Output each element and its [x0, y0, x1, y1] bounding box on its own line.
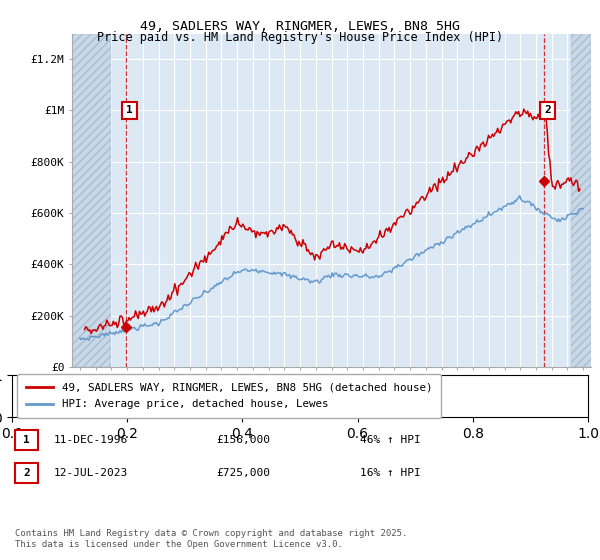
- Text: 2: 2: [23, 468, 30, 478]
- Text: 11-DEC-1996: 11-DEC-1996: [54, 435, 128, 445]
- Bar: [571, 34, 591, 367]
- Bar: [72, 34, 112, 367]
- Text: £725,000: £725,000: [216, 468, 270, 478]
- Text: 16% ↑ HPI: 16% ↑ HPI: [360, 468, 421, 478]
- Text: 1: 1: [23, 435, 30, 445]
- Text: 2: 2: [544, 105, 551, 115]
- Text: £156,000: £156,000: [216, 435, 270, 445]
- Text: 12-JUL-2023: 12-JUL-2023: [54, 468, 128, 478]
- Text: 46% ↑ HPI: 46% ↑ HPI: [360, 435, 421, 445]
- Text: 49, SADLERS WAY, RINGMER, LEWES, BN8 5HG: 49, SADLERS WAY, RINGMER, LEWES, BN8 5HG: [140, 20, 460, 32]
- Text: Contains HM Land Registry data © Crown copyright and database right 2025.
This d: Contains HM Land Registry data © Crown c…: [15, 529, 407, 549]
- Text: Price paid vs. HM Land Registry's House Price Index (HPI): Price paid vs. HM Land Registry's House …: [97, 31, 503, 44]
- Legend: 49, SADLERS WAY, RINGMER, LEWES, BN8 5HG (detached house), HPI: Average price, d: 49, SADLERS WAY, RINGMER, LEWES, BN8 5HG…: [17, 374, 441, 418]
- Text: 1: 1: [126, 105, 133, 115]
